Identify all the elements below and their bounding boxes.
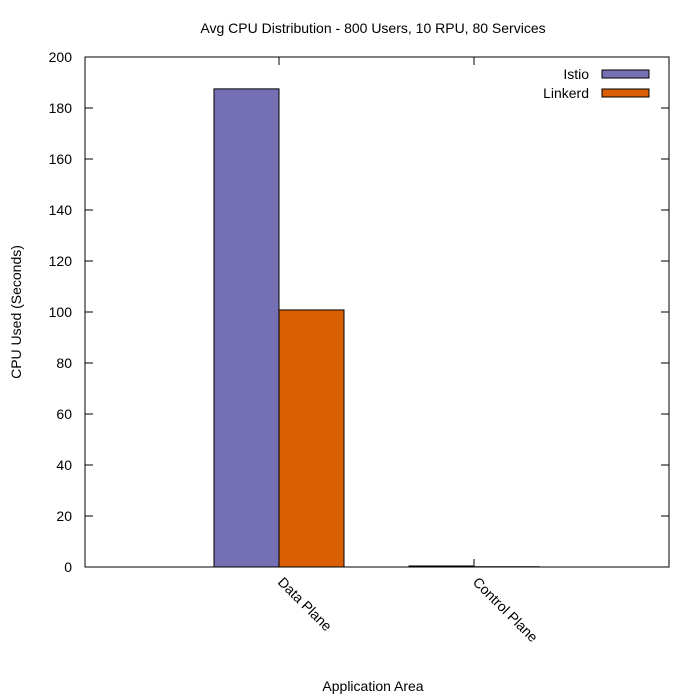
y-tick-label: 160: [49, 151, 73, 167]
x-axis-label: Application Area: [322, 678, 423, 694]
y-tick-label: 120: [49, 253, 73, 269]
y-tick-label: 0: [64, 559, 72, 575]
bar-linkerd-data-plane: [278, 309, 345, 568]
x-tick-label: Control Plane: [470, 574, 541, 645]
legend: Istio Linkerd: [543, 66, 650, 101]
legend-swatch: [601, 88, 650, 98]
chart-title: Avg CPU Distribution - 800 Users, 10 RPU…: [200, 20, 545, 36]
bar-istio-control-plane: [408, 565, 475, 568]
y-tick-label: 140: [49, 202, 73, 218]
bars-layer: [213, 88, 540, 568]
legend-swatch: [601, 69, 650, 79]
y-axis-label: CPU Used (Seconds): [8, 245, 24, 379]
bar-istio-data-plane: [213, 88, 280, 568]
plot-frame: [84, 56, 670, 568]
legend-label: Linkerd: [543, 85, 589, 101]
y-tick-label: 20: [56, 508, 72, 524]
y-tick-label: 40: [56, 457, 72, 473]
y-tick-label: 100: [49, 304, 73, 320]
y-tick-label: 200: [49, 49, 73, 65]
y-tick-label: 60: [56, 406, 72, 422]
legend-label: Istio: [563, 66, 589, 82]
y-tick-label: 80: [56, 355, 72, 371]
x-tick-label: Data Plane: [275, 574, 335, 634]
y-tick-label: 180: [49, 100, 73, 116]
y-axis: 0 20 40 60 80 100 120 140 160 180 200: [49, 49, 669, 575]
